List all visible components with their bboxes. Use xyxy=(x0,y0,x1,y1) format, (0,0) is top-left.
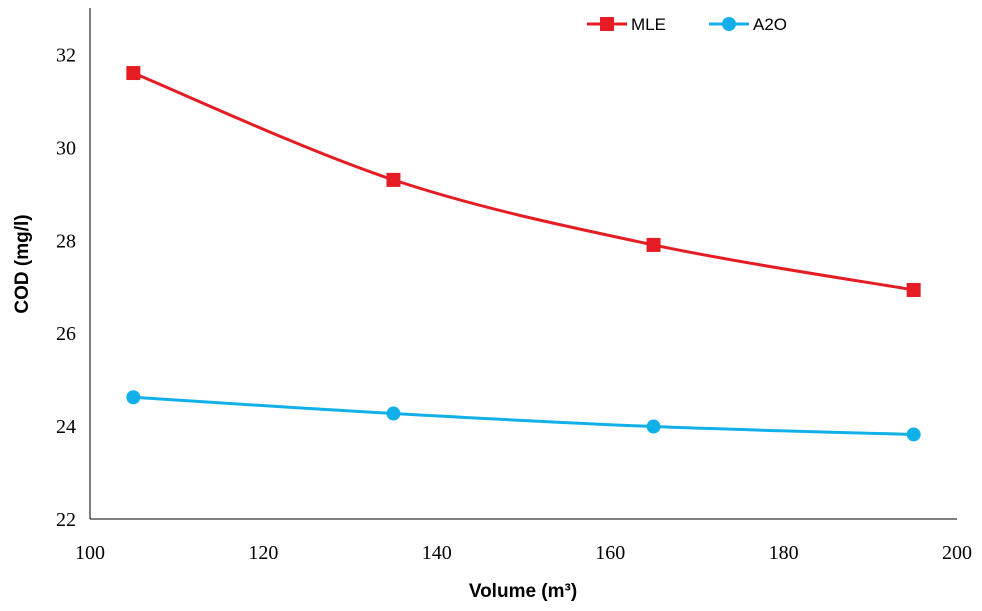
data-point-a2o xyxy=(646,419,661,434)
x-axis-title: Volume (m³) xyxy=(469,581,577,602)
x-tick-label: 100 xyxy=(75,542,105,564)
series-a2o xyxy=(126,390,921,442)
legend: MLE A2O xyxy=(587,15,787,34)
series-mle xyxy=(126,66,921,297)
y-tick-label: 24 xyxy=(56,416,76,438)
y-tick-labels: 22 24 26 28 30 32 xyxy=(56,44,76,531)
data-point-mle xyxy=(646,237,661,252)
y-axis-title: COD (mg/l) xyxy=(12,214,33,313)
y-tick-label: 26 xyxy=(56,323,76,345)
data-point-a2o xyxy=(386,406,401,421)
data-point-mle xyxy=(126,66,141,81)
y-tick-label: 30 xyxy=(56,137,76,159)
legend-item-a2o: A2O xyxy=(709,15,787,34)
series-line-mle xyxy=(131,71,916,292)
x-tick-label: 140 xyxy=(422,542,452,564)
x-tick-labels: 100 120 140 160 180 200 xyxy=(75,542,972,564)
series-line-a2o xyxy=(131,395,916,436)
legend-marker-mle xyxy=(600,17,614,31)
x-tick-label: 200 xyxy=(942,542,972,564)
series-layer xyxy=(126,66,921,442)
legend-item-mle: MLE xyxy=(587,15,666,34)
data-point-mle xyxy=(906,282,921,297)
data-point-a2o xyxy=(126,390,141,405)
legend-marker-a2o xyxy=(722,17,736,31)
x-tick-label: 180 xyxy=(769,542,799,564)
axes xyxy=(89,8,957,520)
x-tick-label: 160 xyxy=(595,542,625,564)
x-tick-label: 120 xyxy=(248,542,278,564)
y-tick-label: 22 xyxy=(56,509,76,531)
y-tick-label: 28 xyxy=(56,230,76,252)
data-point-mle xyxy=(386,172,401,187)
legend-label-a2o: A2O xyxy=(753,15,787,34)
legend-label-mle: MLE xyxy=(631,15,666,34)
y-tick-label: 32 xyxy=(56,44,76,66)
data-point-a2o xyxy=(906,427,921,442)
